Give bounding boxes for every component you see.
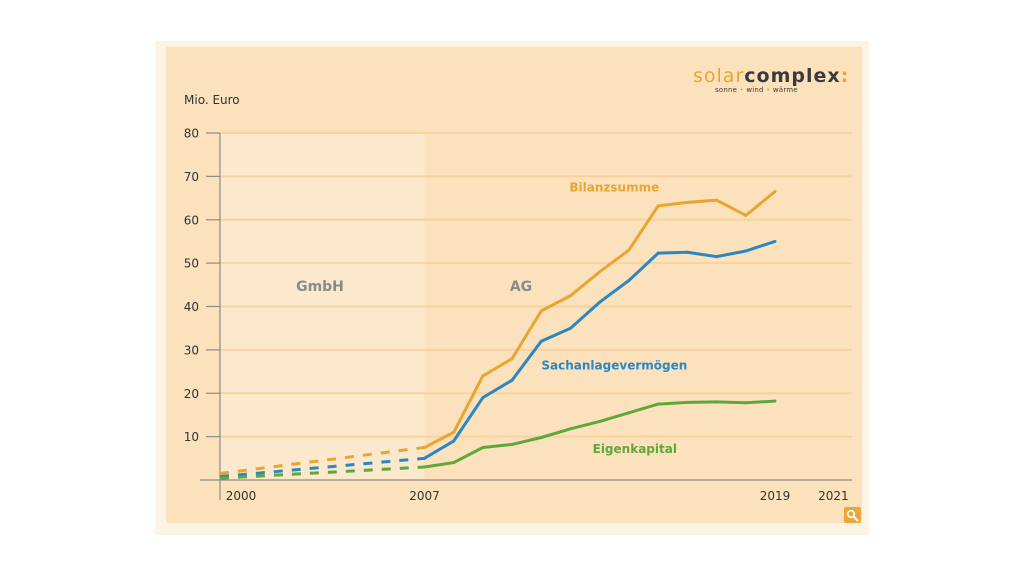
series-label-bilanzsumme: Bilanzsumme	[569, 181, 659, 195]
tagline-sonne: sonne	[715, 86, 738, 94]
y-tick-label: 60	[184, 213, 199, 227]
series-line-eigenkapital	[424, 399, 776, 469]
data-point-sachanlagevermgen	[773, 239, 777, 243]
x-tick-label: 2000	[226, 489, 257, 503]
data-point-sachanlagevermgen	[685, 250, 689, 254]
y-tick-label: 10	[184, 430, 199, 444]
logo-complex: complex	[744, 65, 841, 87]
y-tick-label: 20	[184, 387, 199, 401]
y-tick-label: 70	[184, 170, 199, 184]
series-dashed-eigenkapital	[219, 465, 425, 480]
data-point-sachanlagevermgen	[656, 251, 660, 255]
data-point-sachanlagevermgen	[744, 249, 748, 253]
y-tick-label: 30	[184, 343, 199, 357]
data-point-bilanzsumme	[773, 190, 777, 194]
data-point-sachanlagevermgen	[598, 300, 602, 304]
data-point-bilanzsumme	[627, 248, 631, 252]
y-tick-label: 40	[184, 300, 199, 314]
region-label-gmbh: GmbH	[296, 279, 344, 295]
x-tick-label: 2007	[409, 489, 440, 503]
data-point-bilanzsumme	[510, 357, 514, 361]
data-point-sachanlagevermgen	[715, 255, 719, 259]
data-point-sachanlagevermgen	[422, 456, 426, 460]
data-point-sachanlagevermgen	[569, 326, 573, 330]
logo-colon: :	[840, 65, 850, 87]
tagline-wind: wind	[746, 86, 764, 94]
series-label-sachanlagevermgen: Sachanlagevermögen	[541, 358, 687, 372]
data-point-eigenkapital	[627, 411, 631, 415]
data-point-bilanzsumme	[685, 200, 689, 204]
data-point-bilanzsumme	[539, 309, 543, 313]
data-point-sachanlagevermgen	[481, 396, 485, 400]
data-point-eigenkapital	[715, 400, 719, 404]
zoom-button[interactable]	[844, 507, 861, 523]
x-tick-label: 2021	[818, 489, 849, 503]
data-point-eigenkapital	[569, 427, 573, 431]
logo-tagline: sonne • wind • wärme	[715, 86, 798, 94]
data-point-eigenkapital	[773, 399, 777, 403]
data-point-bilanzsumme	[656, 204, 660, 208]
data-point-eigenkapital	[452, 461, 456, 465]
series-line-bilanzsumme	[423, 190, 776, 449]
y-tick-label: 50	[184, 257, 199, 271]
data-point-sachanlagevermgen	[452, 439, 456, 443]
data-point-bilanzsumme	[715, 198, 719, 202]
data-point-eigenkapital	[481, 445, 485, 449]
region-label-ag: AG	[510, 279, 532, 295]
data-point-eigenkapital	[744, 401, 748, 405]
y-axis-label: Mio. Euro	[184, 93, 240, 107]
data-point-bilanzsumme	[481, 374, 485, 378]
logo-solar: solar	[693, 65, 745, 87]
data-point-eigenkapital	[539, 435, 543, 439]
data-point-bilanzsumme	[569, 294, 573, 298]
data-point-eigenkapital	[656, 402, 660, 406]
data-point-eigenkapital	[422, 465, 426, 469]
data-point-eigenkapital	[510, 442, 514, 446]
data-point-bilanzsumme	[422, 445, 426, 449]
data-point-eigenkapital	[598, 419, 602, 423]
tagline-dot: •	[766, 86, 771, 94]
tagline-waerme: wärme	[772, 86, 798, 94]
data-point-bilanzsumme	[598, 270, 602, 274]
data-point-bilanzsumme	[744, 213, 748, 217]
x-tick-label: 2019	[760, 489, 791, 503]
solarcomplex-logo: solarcomplex:	[693, 66, 849, 86]
data-point-sachanlagevermgen	[539, 339, 543, 343]
y-tick-label: 80	[184, 127, 199, 141]
magnifier-icon	[846, 509, 859, 521]
tagline-dot: •	[739, 86, 744, 94]
data-point-bilanzsumme	[452, 430, 456, 434]
series-label-eigenkapital: Eigenkapital	[593, 442, 677, 456]
data-point-sachanlagevermgen	[510, 378, 514, 382]
data-point-sachanlagevermgen	[627, 278, 631, 282]
data-point-eigenkapital	[685, 400, 689, 404]
